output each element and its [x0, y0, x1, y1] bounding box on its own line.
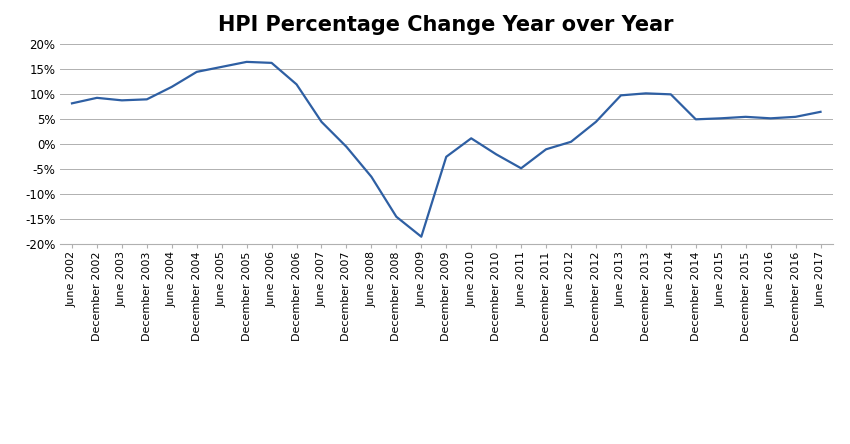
Title: HPI Percentage Change Year over Year: HPI Percentage Change Year over Year	[218, 15, 674, 35]
